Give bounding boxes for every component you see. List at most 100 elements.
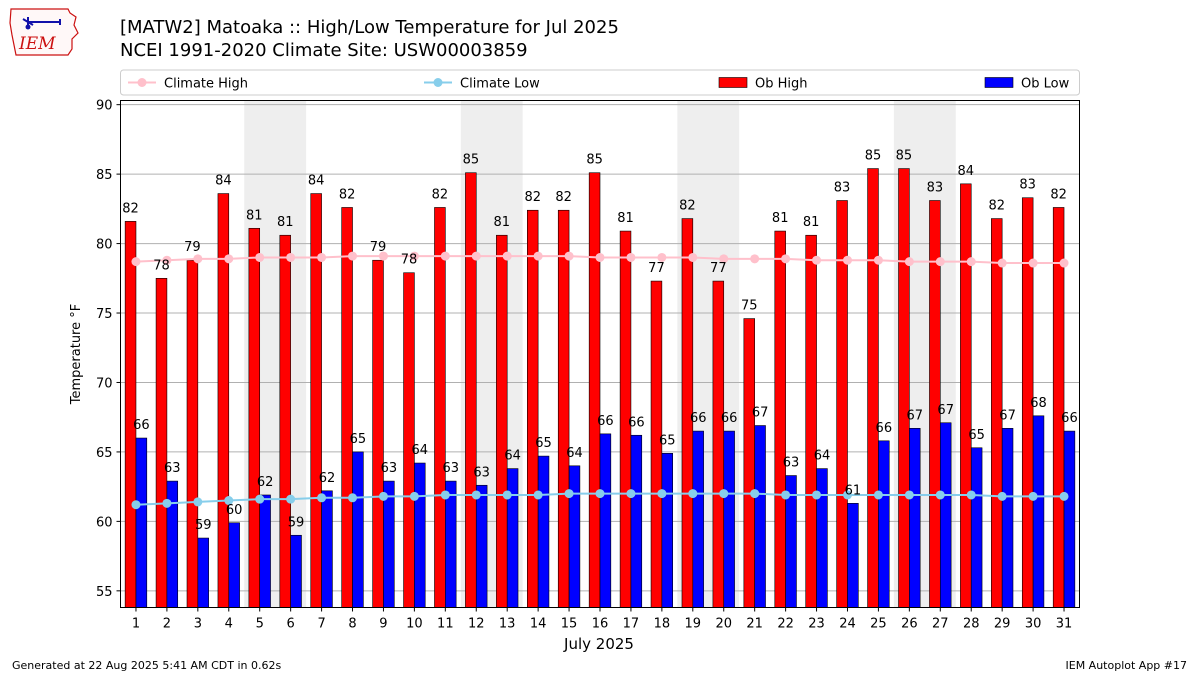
x-tick-label: 12 — [468, 617, 485, 632]
ob-high-label: 82 — [339, 187, 356, 202]
ob-low-label: 66 — [1061, 411, 1078, 426]
ob-high-label: 77 — [648, 261, 665, 276]
ob-high-label: 75 — [741, 299, 758, 314]
ob-high-bar — [248, 227, 261, 608]
ob-high-label: 78 — [401, 253, 418, 268]
climate-low-point — [719, 489, 729, 499]
climate-low-point — [1059, 491, 1069, 501]
climate-low-point — [193, 497, 203, 507]
ob-high-bar — [1052, 207, 1065, 608]
ob-high-label: 85 — [463, 153, 480, 168]
climate-high-point — [842, 255, 852, 265]
climate-low-point — [409, 491, 419, 501]
ob-low-label: 66 — [690, 411, 707, 426]
ob-low-bar — [692, 430, 704, 608]
ob-high-bar — [496, 234, 508, 608]
climate-high-point — [317, 252, 327, 262]
ob-high-label: 84 — [215, 174, 232, 189]
x-tick-label: 25 — [870, 617, 887, 632]
climate-low-point — [1028, 491, 1038, 501]
ob-low-bar — [661, 453, 673, 608]
ob-low-label: 63 — [442, 461, 459, 476]
climate-high-point — [162, 255, 172, 265]
legend-climate-low-marker — [433, 78, 443, 87]
x-tick-label: 5 — [256, 617, 264, 632]
x-tick-label: 31 — [1056, 617, 1073, 632]
chart-title: [MATW2] Matoaka :: High/Low Temperature … — [120, 17, 619, 38]
ob-high-bar — [774, 230, 786, 608]
ob-low-bar — [878, 440, 890, 608]
ob-low-label: 63 — [473, 465, 490, 480]
x-tick-label: 27 — [932, 617, 949, 632]
ob-high-bar — [434, 207, 446, 608]
x-tick-label: 6 — [287, 617, 295, 632]
climate-low-point — [471, 490, 481, 500]
climate-high-point — [409, 251, 419, 261]
x-tick-label: 9 — [379, 617, 387, 632]
ob-low-label: 66 — [721, 411, 738, 426]
climate-high-point — [440, 251, 450, 261]
climate-high-point — [1028, 258, 1038, 268]
climate-high-point — [502, 251, 512, 261]
climate-low-point — [595, 489, 605, 499]
ob-low-bar — [259, 494, 271, 608]
climate-low-point — [224, 496, 234, 506]
climate-high-point — [533, 251, 543, 261]
ob-high-label: 82 — [1050, 187, 1067, 202]
legend-climate-low-label: Climate Low — [460, 77, 540, 92]
x-tick-label: 17 — [623, 617, 640, 632]
ob-high-label: 78 — [153, 258, 170, 273]
climate-high-point — [286, 252, 296, 262]
climate-high-point — [595, 252, 605, 262]
ob-low-bar — [352, 451, 364, 608]
ob-high-bar — [186, 259, 199, 608]
ob-high-bar — [341, 207, 353, 608]
ob-high-bar — [372, 259, 384, 608]
legend-ob-high-swatch — [718, 77, 748, 88]
ob-low-label: 66 — [597, 414, 614, 429]
climate-high-point — [812, 255, 822, 265]
x-tick-label: 3 — [194, 617, 202, 632]
climate-high-point — [193, 254, 203, 264]
ob-high-label: 84 — [308, 174, 325, 189]
ob-high-label: 81 — [803, 215, 820, 230]
x-tick-label: 7 — [317, 617, 325, 632]
ob-low-bar — [537, 455, 550, 608]
climate-high-point — [1059, 258, 1069, 268]
x-tick-label: 26 — [901, 617, 918, 632]
x-tick-label: 13 — [499, 617, 516, 632]
ob-high-label: 82 — [524, 190, 541, 205]
legend-climate-high-marker — [137, 78, 147, 87]
ob-high-bar — [403, 272, 415, 608]
ob-low-label: 59 — [195, 518, 212, 533]
ob-high-bar — [588, 172, 601, 608]
climate-high-point — [564, 251, 574, 261]
app-credit: IEM Autoplot App #17 — [1065, 659, 1188, 672]
x-tick-label: 23 — [808, 617, 825, 632]
climate-high-point — [935, 257, 945, 267]
x-tick-label: 1 — [132, 617, 140, 632]
ob-high-label: 79 — [184, 240, 201, 255]
ob-low-label: 64 — [504, 449, 521, 464]
climate-high-point — [626, 252, 636, 262]
ob-low-bar — [1032, 415, 1045, 608]
y-axis-label: Temperature °F — [69, 304, 84, 405]
ob-low-bar — [723, 430, 735, 608]
ob-high-label: 85 — [586, 153, 603, 168]
y-tick-label: 75 — [96, 307, 113, 322]
ob-high-bar — [805, 234, 817, 608]
ob-high-label: 81 — [246, 208, 263, 223]
climate-high-point — [131, 257, 141, 267]
x-tick-label: 15 — [561, 617, 578, 632]
climate-high-point — [719, 254, 729, 264]
ob-low-label: 63 — [783, 456, 800, 471]
legend-ob-low-label: Ob Low — [1021, 77, 1070, 92]
ob-low-label: 65 — [350, 432, 367, 447]
climate-low-point — [162, 498, 172, 508]
ob-high-label: 83 — [834, 181, 851, 196]
ob-low-bar — [1001, 428, 1014, 608]
climate-low-point — [317, 493, 327, 503]
legend-ob-low-swatch — [984, 77, 1014, 88]
climate-high-point — [997, 258, 1007, 268]
x-tick-label: 19 — [685, 617, 702, 632]
